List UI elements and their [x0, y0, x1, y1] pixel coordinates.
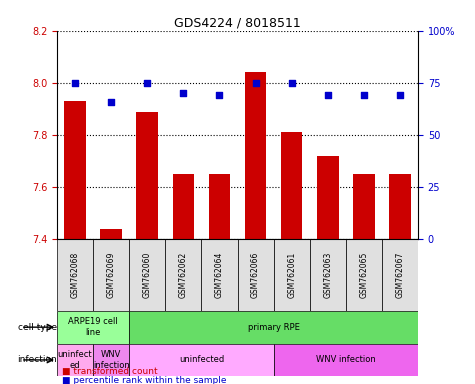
Text: WNV infection: WNV infection	[316, 356, 376, 364]
FancyBboxPatch shape	[129, 239, 165, 311]
FancyBboxPatch shape	[57, 239, 93, 311]
FancyBboxPatch shape	[274, 344, 418, 376]
Text: ARPE19 cell
line: ARPE19 cell line	[68, 318, 118, 337]
Point	[288, 80, 295, 86]
Text: GSM762060: GSM762060	[143, 252, 152, 298]
Text: ■ percentile rank within the sample: ■ percentile rank within the sample	[62, 376, 226, 384]
Text: WNV
infection: WNV infection	[93, 350, 130, 370]
FancyBboxPatch shape	[57, 311, 129, 344]
Bar	[245, 73, 266, 239]
Point	[252, 80, 259, 86]
Title: GDS4224 / 8018511: GDS4224 / 8018511	[174, 17, 301, 30]
FancyBboxPatch shape	[165, 239, 201, 311]
Bar	[64, 101, 86, 239]
Text: GSM762066: GSM762066	[251, 252, 260, 298]
Point	[324, 92, 332, 98]
Point	[107, 99, 115, 105]
FancyBboxPatch shape	[129, 311, 418, 344]
Text: GSM762067: GSM762067	[396, 252, 404, 298]
Text: GSM762062: GSM762062	[179, 252, 188, 298]
Bar	[100, 229, 122, 239]
FancyBboxPatch shape	[274, 239, 310, 311]
Point	[396, 92, 404, 98]
Text: GSM762064: GSM762064	[215, 252, 224, 298]
Bar	[136, 111, 158, 239]
Text: GSM762065: GSM762065	[360, 252, 368, 298]
FancyBboxPatch shape	[129, 344, 274, 376]
FancyBboxPatch shape	[93, 344, 129, 376]
Text: uninfect
ed: uninfect ed	[58, 350, 92, 370]
FancyBboxPatch shape	[93, 239, 129, 311]
Text: GSM762069: GSM762069	[107, 252, 115, 298]
FancyBboxPatch shape	[201, 239, 238, 311]
Bar	[389, 174, 411, 239]
Text: uninfected: uninfected	[179, 356, 224, 364]
Point	[216, 92, 223, 98]
Bar	[317, 156, 339, 239]
Text: primary RPE: primary RPE	[247, 323, 300, 332]
Text: GSM762061: GSM762061	[287, 252, 296, 298]
Bar	[281, 132, 303, 239]
Point	[180, 90, 187, 96]
Bar	[353, 174, 375, 239]
Bar	[209, 174, 230, 239]
Point	[360, 92, 368, 98]
Bar	[172, 174, 194, 239]
Point	[143, 80, 151, 86]
FancyBboxPatch shape	[238, 239, 274, 311]
FancyBboxPatch shape	[382, 239, 418, 311]
Text: GSM762063: GSM762063	[323, 252, 332, 298]
FancyBboxPatch shape	[57, 344, 93, 376]
FancyBboxPatch shape	[346, 239, 382, 311]
Text: ■ transformed count: ■ transformed count	[62, 367, 157, 376]
Point	[71, 80, 79, 86]
FancyBboxPatch shape	[310, 239, 346, 311]
Text: infection: infection	[17, 356, 57, 364]
Text: GSM762068: GSM762068	[71, 252, 79, 298]
Text: cell type: cell type	[18, 323, 57, 332]
